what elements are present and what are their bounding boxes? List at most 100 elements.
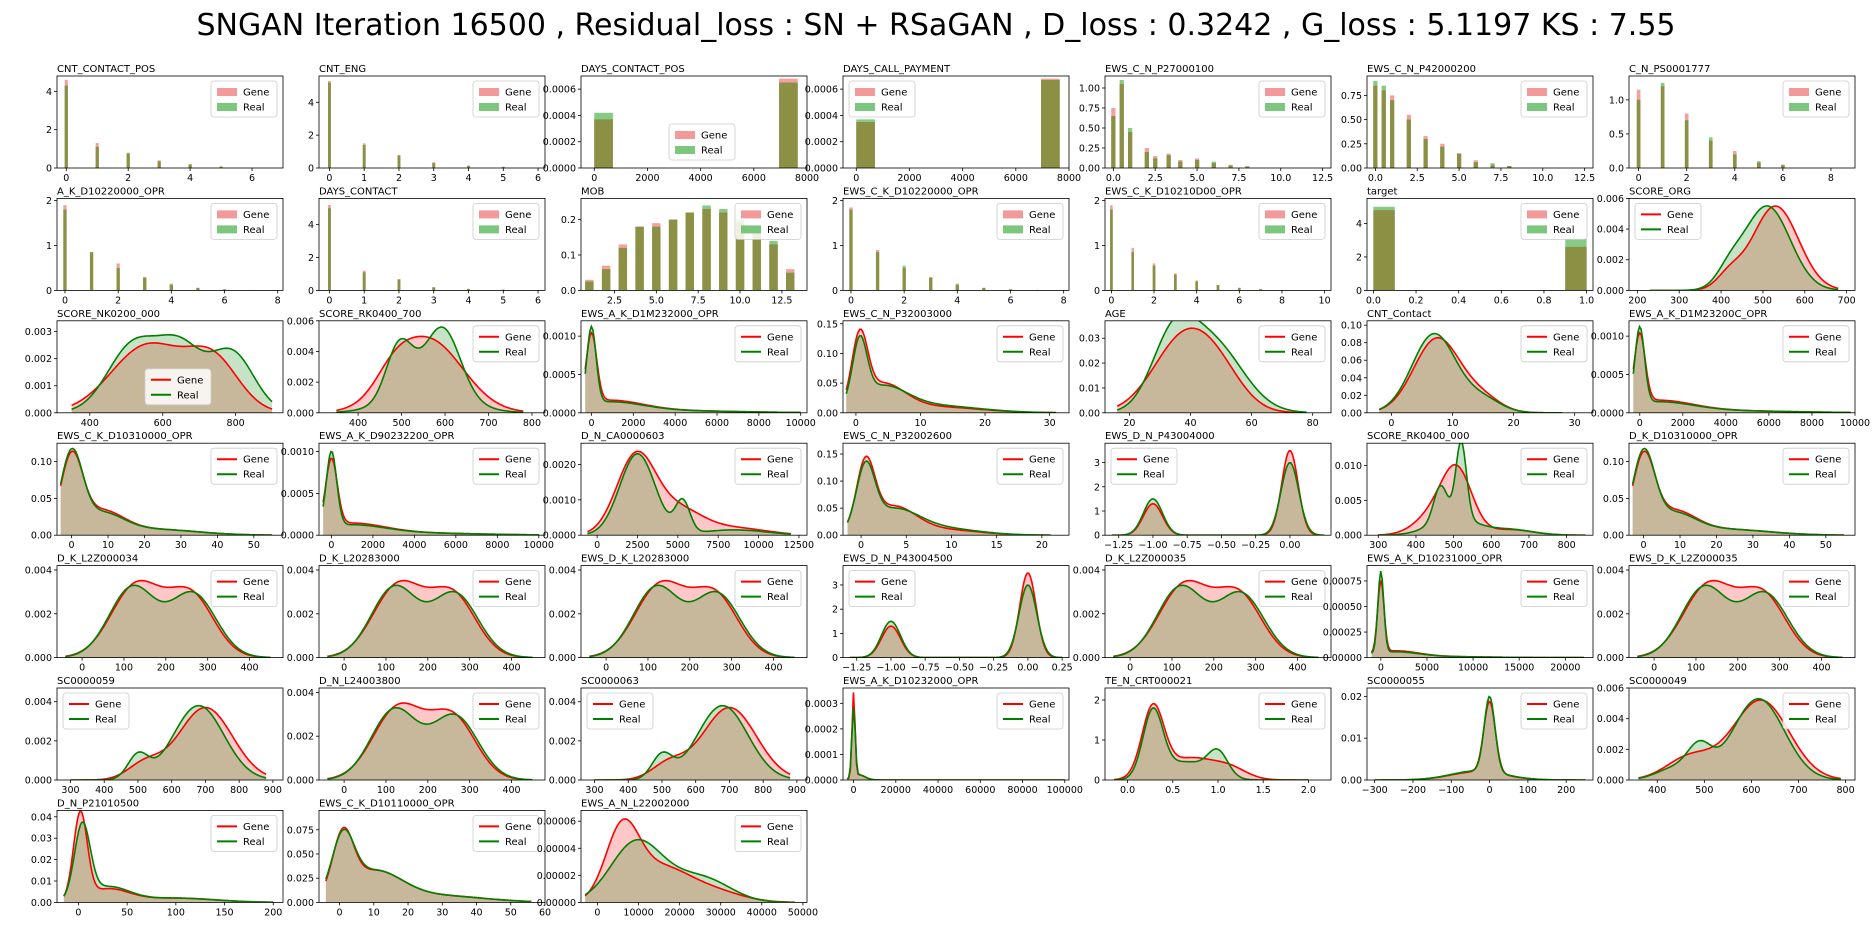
overlap-bar — [1373, 85, 1378, 168]
x-tick-label: 4 — [187, 173, 193, 184]
overlap-bar — [601, 269, 611, 291]
x-tick-label: 2000 — [897, 173, 921, 184]
subplot-title: SCORE_NK0200_000 — [57, 309, 160, 320]
x-tick-label: 2000 — [1671, 418, 1695, 429]
subplot-28: D_K_D10310000_OPR 0 10 20 30 40 50 0.00 0.05 0.10… — [1603, 431, 1856, 551]
x-tick-label: 6 — [249, 173, 255, 184]
x-tick-label: 100 — [377, 663, 395, 674]
y-tick-label: 0.0000 — [805, 776, 838, 787]
plot-area — [1637, 579, 1843, 658]
subplot-title: DAYS_CONTACT_POS — [581, 64, 685, 75]
axes-frame — [1366, 197, 1594, 291]
legend: Gene Real — [848, 80, 916, 118]
legend: Gene Real — [1782, 447, 1850, 485]
legend-real-label: Real — [177, 390, 199, 401]
overlap-bar — [585, 281, 594, 291]
subplot-33: D_K_L2Z000035 0 100 200 300 400 0.000 0.002 0.00… — [1073, 554, 1332, 674]
x-tick-label: 0 — [341, 785, 347, 796]
subplot-title: MOB — [581, 186, 604, 197]
x-tick-label: 300 — [585, 785, 603, 796]
subplot-22: EWS_C_K_D10310000_OPR 0 10 20 30 40 50 0.00 0.05… — [31, 431, 284, 551]
overlap-bar — [1757, 162, 1761, 168]
real-kde-fill — [587, 453, 791, 536]
legend-gene-label: Gene — [1553, 577, 1579, 588]
x-tick-label: 50 — [121, 907, 133, 918]
y-tick-label: 0.50 — [1079, 124, 1100, 135]
x-tick-label: 0 — [594, 907, 600, 918]
x-tick-label: 4 — [168, 295, 174, 306]
gene-kde-fill — [1637, 580, 1843, 658]
x-tick-label: 800 — [1558, 540, 1576, 551]
x-tick-label: 2.5 — [607, 295, 622, 306]
legend-real-label: Real — [1815, 470, 1837, 481]
x-tick-label: 400 — [502, 663, 520, 674]
y-tick-label: 0.25 — [1341, 139, 1362, 150]
legend-gene-label: Gene — [767, 332, 793, 343]
x-tick-label: 300 — [723, 663, 741, 674]
x-tick-label: 900 — [264, 785, 282, 796]
subplot-title: EWS_A_K_D10231000_OPR — [1367, 554, 1502, 565]
legend-real-label: Real — [243, 225, 265, 236]
y-tick-label: 0.002 — [549, 736, 576, 747]
legend-gene-label: Gene — [95, 700, 121, 711]
x-tick-label: 20 — [1036, 540, 1048, 551]
overlap-bar — [902, 267, 906, 291]
real-kde-fill — [1117, 320, 1307, 413]
subplot-title: EWS_D_N_P43004500 — [843, 554, 953, 565]
plot-area — [1110, 205, 1262, 291]
y-tick-label: 0.0006 — [805, 85, 838, 96]
legend: Gene Real — [472, 325, 540, 363]
y-tick-label: 2 — [1094, 696, 1100, 707]
x-tick-label: 50 — [248, 540, 260, 551]
x-tick-label: 200 — [419, 785, 437, 796]
subplot-38: SC0000063 300 400 500 600 700 800 900 0.000 0.002… — [549, 676, 808, 796]
legend: Gene Real — [996, 447, 1064, 485]
overlap-bar — [196, 288, 200, 291]
x-tick-label: −0.25 — [979, 663, 1008, 674]
plot-area — [584, 324, 801, 413]
legend-real-swatch — [1527, 103, 1547, 111]
legend-real-label: Real — [1553, 470, 1575, 481]
subplot-26: EWS_D_N_P43004000 −1.25 −1.00 −0.75 −0.50 −0.… — [1094, 431, 1332, 551]
x-tick-label: 4000 — [402, 540, 426, 551]
real-kde-line — [1378, 443, 1586, 536]
subplot-title: SC0000049 — [1629, 676, 1687, 687]
x-tick-label: 4 — [465, 173, 471, 184]
x-tick-label: 60 — [539, 907, 551, 918]
y-tick-label: 0.0000 — [543, 164, 576, 175]
y-tick-label: 0.05 — [31, 494, 52, 505]
x-tick-label: 40 — [470, 907, 482, 918]
plot-area — [327, 702, 533, 780]
x-tick-label: 5.0 — [1452, 173, 1467, 184]
x-tick-label: −1.00 — [1138, 540, 1167, 551]
subplot-11: EWS_C_K_D10220000_OPR 0 2 4 6 8 0 1 2 Gene Real — [832, 186, 1070, 306]
x-tick-label: 7.5 — [1493, 173, 1508, 184]
x-tick-label: 0 — [69, 540, 75, 551]
axes-frame — [1628, 197, 1856, 291]
x-tick-label: 2 — [1151, 295, 1157, 306]
x-tick-label: 10000 — [524, 540, 554, 551]
y-tick-label: 0.006 — [1597, 194, 1624, 205]
x-tick-label: 7.5 — [1231, 173, 1246, 184]
y-tick-label: 0.050 — [287, 849, 314, 860]
y-tick-label: 0.02 — [1341, 692, 1362, 703]
y-tick-label: 0.10 — [31, 457, 52, 468]
x-tick-label: 50000 — [788, 907, 818, 918]
overlap-bar — [752, 233, 761, 291]
legend: Gene Real — [1520, 202, 1588, 240]
legend-real-swatch — [1527, 225, 1547, 234]
y-tick-label: 0.004 — [25, 697, 52, 708]
y-tick-label: 0.10 — [817, 477, 838, 488]
legend-gene-swatch — [1265, 88, 1285, 96]
x-tick-label: 0 — [848, 295, 854, 306]
axes-frame — [580, 565, 808, 658]
x-tick-label: 2 — [125, 173, 131, 184]
overlap-bar — [1041, 79, 1060, 168]
y-tick-label: 0.000 — [25, 653, 52, 664]
x-tick-label: 10 — [914, 418, 926, 429]
legend: Gene Real — [210, 202, 278, 240]
x-tick-label: 10.0 — [1532, 173, 1553, 184]
axes-frame — [580, 197, 808, 291]
overlap-bar — [702, 209, 711, 291]
legend-gene-label: Gene — [1815, 332, 1841, 343]
